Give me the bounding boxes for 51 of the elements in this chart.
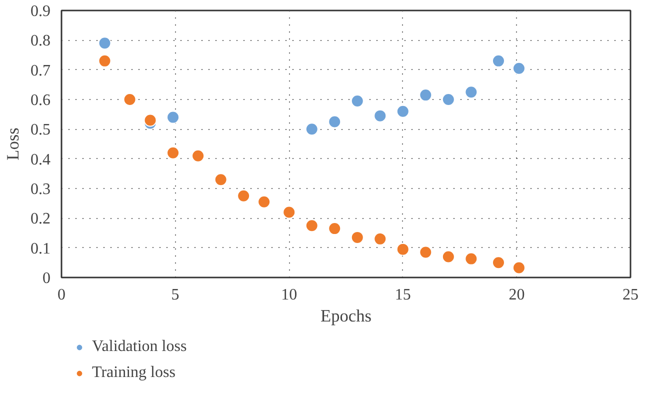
point [123,93,136,106]
y-tick-label: 0.1 [30,240,50,258]
point [98,36,112,50]
point [350,94,364,108]
point [374,109,387,122]
x-tick-label: 10 [281,286,298,304]
x-tick-label: 5 [171,286,180,304]
x-tick-label: 0 [58,286,66,304]
y-tick-label: 0.8 [30,32,50,50]
point [442,93,455,106]
point [396,242,410,256]
point [214,173,228,186]
y-tick-label: 0.7 [30,62,50,80]
point [512,261,526,274]
point [419,246,432,259]
point [98,54,112,68]
x-tick-label: 15 [394,286,411,304]
point [237,189,250,202]
y-tick-label: 0 [42,270,50,287]
y-tick-label: 0.3 [30,181,50,198]
y-tick-label: 0.4 [30,151,50,168]
x-tick-label: 20 [508,286,525,304]
point [166,110,180,124]
point [328,115,342,128]
x-tick-label: 25 [622,286,638,304]
point [328,222,342,236]
point [512,62,526,75]
point [166,146,180,160]
legend-label: Training loss [92,364,176,382]
y-axis-title: Loss [4,127,22,160]
point [258,195,271,208]
legend-label: Validation loss [92,338,187,356]
y-tick-label: 0.6 [30,92,50,109]
y-tick-label: 0.2 [30,210,50,228]
point [396,104,410,118]
point [305,219,318,232]
x-axis-title: Epochs [320,306,372,326]
point [282,206,296,219]
point [492,54,505,68]
point [464,252,478,266]
point [192,149,205,162]
y-tick-label: 0.5 [30,122,50,139]
point [305,122,318,136]
point [464,86,478,99]
y-tick-label: 0.9 [30,3,50,20]
point [442,250,455,264]
point [350,230,364,244]
point [419,88,432,102]
point [374,232,387,246]
point [144,114,157,127]
point [492,256,505,270]
